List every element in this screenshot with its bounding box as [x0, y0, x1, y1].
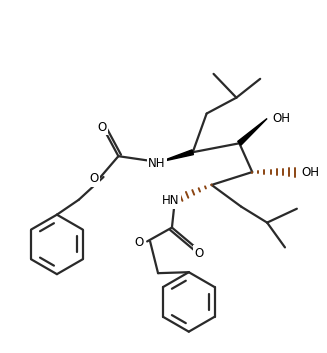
Text: O: O	[89, 173, 98, 185]
Text: NH: NH	[148, 157, 166, 169]
Text: O: O	[97, 121, 106, 134]
Text: O: O	[135, 236, 144, 249]
Polygon shape	[159, 150, 194, 162]
Text: OH: OH	[302, 166, 320, 179]
Text: HN: HN	[162, 194, 180, 207]
Text: O: O	[194, 247, 203, 260]
Text: OH: OH	[272, 112, 290, 125]
Polygon shape	[238, 119, 267, 145]
